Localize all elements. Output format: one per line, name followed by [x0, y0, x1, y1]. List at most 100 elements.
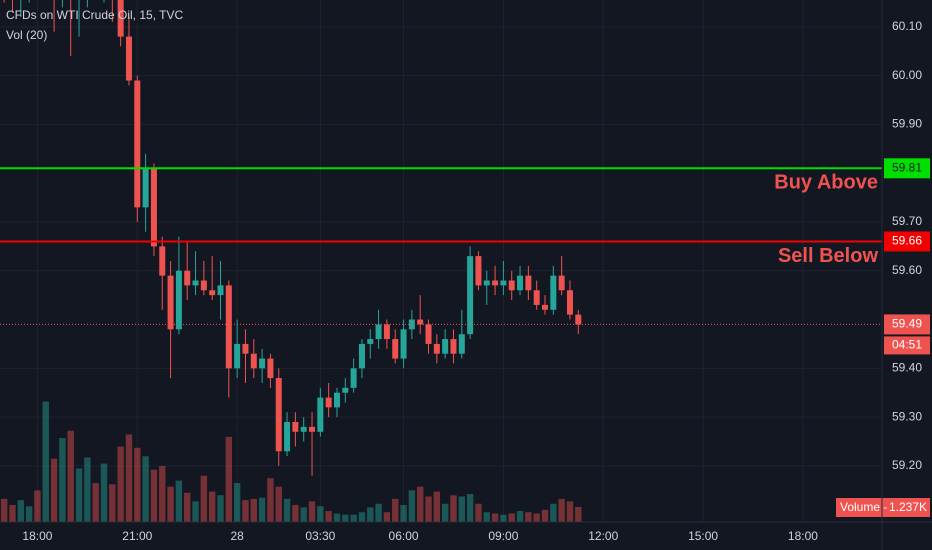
candle-body: [367, 339, 374, 344]
volume-bar: [109, 484, 116, 522]
volume-bar: [416, 486, 424, 522]
volume-bar: [508, 513, 515, 522]
volume-bar: [167, 486, 174, 522]
volume-bar: [84, 457, 91, 522]
volume-bar: [25, 506, 33, 522]
volume-bar: [159, 466, 166, 522]
candle-body: [167, 275, 174, 330]
candle-body: [309, 426, 316, 432]
candle-body: [533, 290, 540, 305]
volume-bar: [208, 491, 216, 522]
candle-body: [425, 324, 432, 344]
volume-bar: [225, 436, 233, 522]
level-annotation: Buy Above: [774, 172, 878, 194]
volume-label: Volume -: [840, 500, 887, 514]
volume-bar: [125, 434, 133, 522]
volume-bar: [217, 495, 224, 522]
candle-body: [542, 304, 549, 310]
candle-body: [467, 256, 474, 335]
y-tick-label: 59.90: [892, 117, 922, 131]
candle-body: [317, 397, 324, 432]
candle-body: [500, 280, 507, 286]
y-tick-label: 60.10: [892, 19, 922, 33]
volume-bar: [491, 513, 499, 522]
candle-body: [358, 343, 365, 369]
candle-body: [217, 285, 224, 296]
volume-bar: [516, 511, 524, 522]
candle-body: [300, 426, 307, 432]
volume-bar: [250, 498, 257, 522]
candle-body: [150, 168, 157, 247]
candle-body: [483, 280, 490, 286]
volume-bar: [541, 509, 549, 522]
candle-body: [267, 358, 274, 379]
candle-body: [250, 353, 257, 369]
candle-body: [417, 319, 424, 325]
volume-bar: [117, 446, 124, 522]
volume-bar: [42, 401, 49, 522]
volume-bar: [67, 430, 74, 522]
x-tick-label: 06:00: [389, 529, 419, 543]
volume-bar: [50, 458, 58, 522]
volume-bar: [200, 475, 208, 522]
candle-body: [117, 0, 124, 37]
candle-body: [450, 339, 457, 354]
volume-bar: [433, 491, 441, 522]
candle-body: [333, 392, 340, 408]
volume-bar: [550, 503, 557, 522]
volume-bar: [75, 468, 83, 522]
volume-bar: [425, 496, 432, 522]
candle-body: [566, 290, 573, 315]
volume-bar: [242, 500, 249, 522]
volume-label-box: [836, 498, 930, 517]
x-tick-label: 09:00: [488, 529, 518, 543]
x-tick-label: 15:00: [688, 529, 718, 543]
candle-body: [259, 358, 266, 369]
volume-bar: [267, 478, 274, 522]
last-price-box: [884, 314, 930, 335]
volume-bar: [475, 503, 482, 522]
level-price-box: [884, 158, 930, 179]
candle-body: [192, 280, 199, 286]
y-tick-label: 59.70: [892, 214, 922, 228]
candle-body: [292, 421, 299, 432]
x-tick-label: 18:00: [22, 529, 52, 543]
level-annotation: Sell Below: [778, 245, 878, 267]
volume-bar: [0, 498, 8, 522]
candle-body: [184, 270, 191, 286]
volume-bar: [358, 512, 366, 522]
x-tick-label: 12:00: [588, 529, 618, 543]
volume-bar: [533, 513, 540, 522]
volume-bar: [441, 503, 449, 522]
volume-bar: [258, 497, 266, 522]
candle-body: [383, 324, 390, 340]
volume-bar: [34, 490, 41, 522]
x-tick-label: 21:00: [122, 529, 152, 543]
volume-bar: [333, 513, 341, 522]
candle-body: [517, 275, 524, 291]
candle-body: [200, 280, 207, 291]
volume-bar: [17, 500, 25, 522]
candle-body: [458, 334, 465, 354]
volume-bar: [525, 512, 532, 522]
volume-bar: [375, 503, 382, 522]
candle-body: [142, 168, 149, 208]
candle-body: [134, 80, 141, 208]
level-price-box: [884, 231, 930, 252]
candle-body: [342, 387, 349, 393]
volume-bar: [466, 494, 474, 522]
candle-body: [209, 290, 216, 296]
last-price-label: 59.49: [892, 317, 922, 331]
volume-bar: [175, 480, 183, 522]
countdown-label: 04:51: [892, 338, 922, 352]
volume-bar: [142, 456, 149, 522]
volume-bar: [342, 514, 349, 522]
volume-bar: [483, 512, 490, 522]
volume-bar: [275, 486, 282, 522]
grid: [0, 0, 882, 522]
volume-bar: [500, 514, 507, 522]
volume-bar: [400, 504, 407, 522]
y-tick-label: 59.60: [892, 263, 922, 277]
